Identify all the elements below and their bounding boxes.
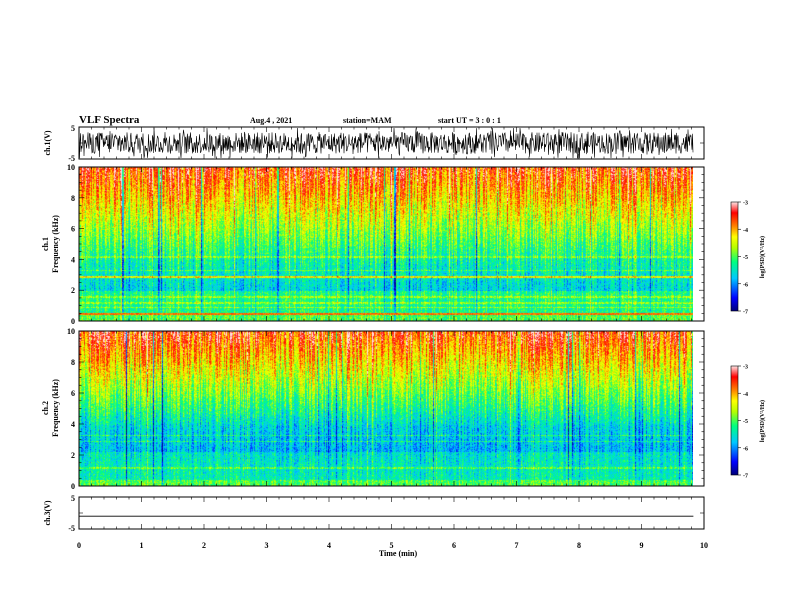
x-tick-label: 8	[577, 541, 581, 550]
ch2-spectrogram-ylabel: Frequency (kHz)	[51, 379, 60, 437]
ch2-spectrogram-y-tick-label: 10	[67, 327, 75, 336]
ch1-spectrogram-ylabel: Frequency (kHz)	[51, 215, 60, 273]
x-tick-label: 0	[77, 541, 81, 550]
ch1-spectrogram-ylabel-channel: ch.1	[41, 237, 50, 251]
colorbar-tick-label: -7	[743, 310, 748, 316]
ch2-spectrogram-image	[79, 331, 693, 486]
ch1-spectrogram-y-tick-label: 8	[71, 194, 75, 203]
colorbar-tick-label: -6	[743, 446, 748, 452]
ch1-waveform-plot	[78, 127, 694, 159]
ch1-spectrogram-y-tick-label: 0	[71, 317, 75, 326]
colorbar-tick-label: -5	[743, 419, 748, 425]
x-axis-label: Time (min)	[379, 549, 418, 558]
ch2-spectrogram-y-tick-label: 2	[71, 451, 75, 460]
ch1-spectrogram-y-tick-label: 4	[71, 255, 75, 264]
colorbar-tick-label: -3	[743, 365, 748, 371]
x-tick-label: 9	[640, 541, 644, 550]
colorbar-tick-label: -4	[743, 392, 748, 398]
colorbar-1-label: log(PSD)(V²/Hz)	[759, 236, 766, 278]
ch3-waveform-y-tick-label: 5	[71, 494, 75, 503]
x-tick-label: 3	[265, 541, 269, 550]
ch2-spectrogram-plot	[79, 331, 693, 486]
ch2-spectrogram-y-tick-label: 8	[71, 358, 75, 367]
ch1-spectrogram-image	[79, 167, 693, 321]
header-station: station=MAM	[343, 116, 392, 125]
colorbar-tick-label: -7	[743, 474, 748, 480]
colorbar-2-gradient	[730, 365, 739, 476]
header-date: Aug.4 , 2021	[250, 116, 292, 125]
ch1-spectrogram-frame	[78, 166, 705, 322]
x-tick-label: 2	[202, 541, 206, 550]
x-tick-label: 6	[452, 541, 456, 550]
header-start-ut: start UT = 3 : 0 : 1	[438, 116, 501, 125]
colorbar-2: -3 -4 -5 -6 -7 log(PSD)(V²/Hz)	[730, 365, 766, 480]
ch1-spectrogram-plot	[79, 167, 693, 321]
colorbar-2-label: log(PSD)(V²/Hz)	[759, 400, 766, 442]
ch1-waveform-y-tick-label: -5	[68, 154, 75, 163]
colorbar-tick-label: -6	[743, 282, 748, 288]
colorbar-tick-label: -3	[743, 201, 748, 207]
colorbar-1: -3 -4 -5 -6 -7 log(PSD)(V²/Hz)	[730, 201, 766, 316]
ch1-spectrogram-y-tick-label: 6	[71, 225, 75, 234]
ch1-waveform-trace	[78, 127, 694, 159]
ch2-spectrogram-y-tick-label: 4	[71, 420, 75, 429]
chart-title: VLF Spectra	[79, 114, 140, 126]
ch1-waveform-y-tick-label: 5	[71, 124, 75, 133]
x-tick-label: 1	[140, 541, 144, 550]
ch1-spectrogram-y-tick-label: 2	[71, 286, 75, 295]
ch3-waveform-y-tick-label: -5	[68, 524, 75, 533]
x-tick-label: 5	[390, 541, 394, 550]
ch2-spectrogram-y-tick-label: 6	[71, 389, 75, 398]
ch1-waveform-ylabel: ch.1(V)	[43, 130, 52, 155]
ch2-spectrogram-ylabel-channel: ch.2	[41, 401, 50, 415]
ch3-waveform-frame	[78, 496, 705, 530]
colorbar-tick-label: -4	[743, 228, 748, 234]
colorbar-1-gradient	[730, 201, 739, 312]
x-tick-label: 7	[515, 541, 519, 550]
ch2-spectrogram-y-tick-label: 0	[71, 482, 75, 491]
x-tick-label: 4	[327, 541, 331, 550]
ch1-spectrogram-y-tick-label: 10	[67, 163, 75, 172]
ch1-waveform-frame	[78, 126, 705, 160]
ch2-spectrogram-frame	[78, 330, 705, 487]
ch3-waveform-ylabel: ch.3(V)	[43, 500, 52, 525]
colorbar-tick-label: -5	[743, 255, 748, 261]
x-tick-label: 10	[700, 541, 708, 550]
